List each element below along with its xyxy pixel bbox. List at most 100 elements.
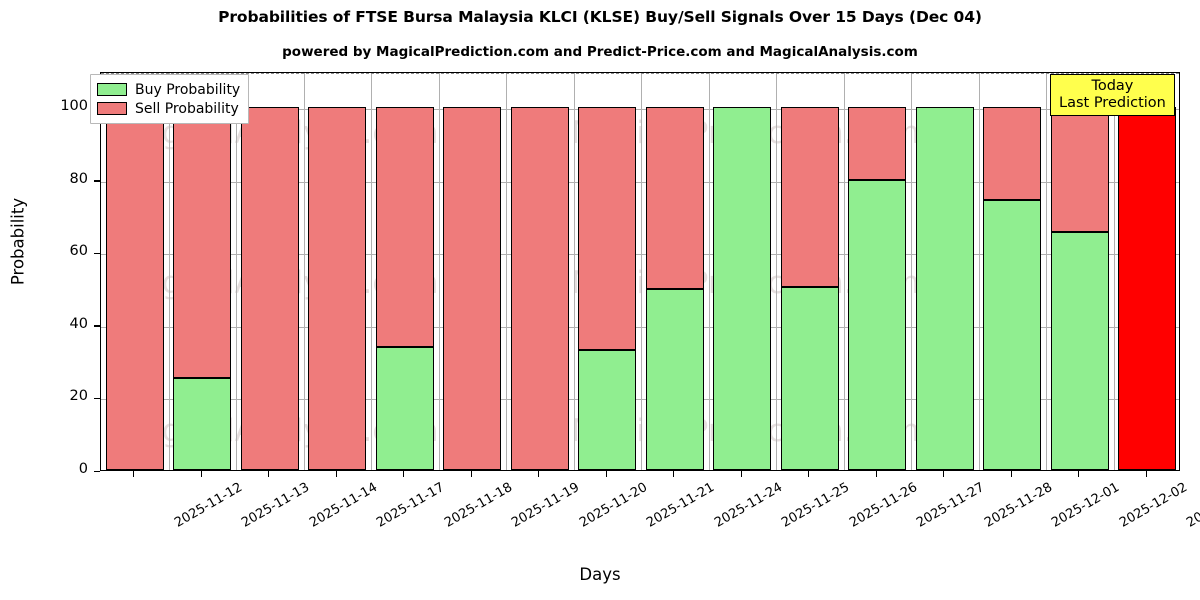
bar-group[interactable] xyxy=(780,73,839,470)
x-tick-mark xyxy=(403,471,405,477)
legend-item[interactable]: Sell Probability xyxy=(97,99,240,118)
bar-segment-buy[interactable] xyxy=(375,346,434,470)
x-tick-mark xyxy=(943,471,945,477)
y-axis-label: Probability xyxy=(8,197,28,286)
y-tick-mark xyxy=(94,180,100,182)
bar-segment-buy[interactable] xyxy=(578,350,637,470)
today-annotation: Today Last Prediction xyxy=(1050,74,1175,117)
gridline-vertical xyxy=(303,73,305,470)
bar-group[interactable] xyxy=(1118,73,1177,470)
today-line-2: Last Prediction xyxy=(1059,94,1166,111)
y-tick-mark xyxy=(94,397,100,400)
x-tick-mark xyxy=(470,471,472,477)
gridline-horizontal xyxy=(101,326,1179,328)
x-tick-mark xyxy=(605,471,607,477)
x-tick-mark xyxy=(1078,471,1080,477)
bar-group[interactable] xyxy=(848,73,907,470)
gridline-vertical xyxy=(236,73,237,470)
x-tick-label: 2025-12-02 xyxy=(1116,480,1190,531)
bar-group[interactable] xyxy=(173,73,232,470)
bar-group[interactable] xyxy=(240,73,299,470)
gridline-vertical xyxy=(776,73,777,470)
x-tick-label: 2025-11-17 xyxy=(374,480,448,531)
x-tick-label: 2025-11-18 xyxy=(441,480,515,531)
bar-group[interactable] xyxy=(578,73,637,470)
bar-segment-sell[interactable] xyxy=(308,107,367,470)
x-tick-mark xyxy=(538,471,540,477)
x-axis-label: Days xyxy=(579,565,621,584)
bar-segment-buy[interactable] xyxy=(713,107,772,470)
page-title: Probabilities of FTSE Bursa Malaysia KLC… xyxy=(218,8,982,26)
bar-segment-sell[interactable] xyxy=(375,107,434,347)
gridline-vertical xyxy=(843,73,845,470)
x-tick-mark xyxy=(1010,471,1012,477)
bar-segment-sell[interactable] xyxy=(1050,107,1109,233)
bar-segment-buy[interactable] xyxy=(173,377,232,470)
gridline-vertical xyxy=(708,73,710,470)
bar-group[interactable] xyxy=(713,73,772,470)
legend-swatch xyxy=(97,83,127,96)
bar-segment-sell[interactable] xyxy=(510,107,569,470)
x-tick-label: 2025-11-27 xyxy=(914,480,988,531)
x-tick-label: 2025-11-20 xyxy=(576,480,650,531)
bar-group[interactable] xyxy=(375,73,434,470)
y-tick-label: 40 xyxy=(69,315,88,332)
x-tick-label: 2025-11-19 xyxy=(509,480,583,531)
gridline-horizontal xyxy=(101,254,1179,256)
bar-group[interactable] xyxy=(645,73,704,470)
x-tick-mark xyxy=(335,471,337,477)
bar-segment-buy[interactable] xyxy=(983,199,1042,470)
x-tick-mark xyxy=(875,471,877,477)
x-tick-mark xyxy=(673,471,675,477)
x-tick-mark xyxy=(1145,471,1147,477)
bar-group[interactable] xyxy=(915,73,974,470)
bar-group[interactable] xyxy=(1050,73,1109,470)
y-tick-label: 80 xyxy=(69,170,88,187)
legend-label: Buy Probability xyxy=(135,81,241,98)
gridline-vertical xyxy=(168,73,170,470)
x-tick-mark xyxy=(740,471,742,477)
gridline-vertical xyxy=(438,73,440,470)
bar-group[interactable] xyxy=(983,73,1042,470)
bar-segment-sell[interactable] xyxy=(983,107,1042,200)
bar-segment-sell[interactable] xyxy=(645,107,704,289)
gridline-vertical xyxy=(641,73,642,470)
bar-group[interactable] xyxy=(510,73,569,470)
gridline-vertical xyxy=(1113,73,1115,470)
x-tick-label: 2025-11-28 xyxy=(981,480,1055,531)
legend-swatch xyxy=(97,102,127,115)
y-tick-label: 60 xyxy=(69,243,88,260)
x-tick-label: 2025-11-12 xyxy=(171,480,245,531)
bar-group[interactable] xyxy=(443,73,502,470)
x-tick-label: 2025-12-01 xyxy=(1049,480,1123,531)
gridline-vertical xyxy=(1046,73,1047,470)
gridline-vertical xyxy=(573,73,575,470)
chart-subtitle: powered by MagicalPrediction.com and Pre… xyxy=(282,44,918,60)
x-tick-mark xyxy=(133,471,135,477)
today-line-1: Today xyxy=(1091,78,1134,94)
gridline-horizontal xyxy=(101,181,1179,183)
x-tick-label: 2025-11-24 xyxy=(711,480,785,531)
bar-segment-sell[interactable] xyxy=(848,107,907,180)
x-tick-label: 2025-11-21 xyxy=(644,480,718,531)
bar-segment-sell[interactable] xyxy=(443,107,502,470)
bar-segment-sell[interactable] xyxy=(578,107,637,351)
bar-segment-buy[interactable] xyxy=(645,288,704,470)
bar-segment-buy[interactable] xyxy=(780,286,839,470)
bar-segment-sell[interactable] xyxy=(105,107,164,470)
bar-segment-buy[interactable] xyxy=(1050,232,1109,470)
bar-segment-sell[interactable] xyxy=(173,107,232,378)
x-tick-mark xyxy=(200,471,202,477)
legend-item[interactable]: Buy Probability xyxy=(97,80,240,99)
gridline-horizontal xyxy=(101,399,1179,401)
bar-segment-sell[interactable] xyxy=(780,107,839,287)
bar-segment-today[interactable] xyxy=(1118,107,1177,470)
y-tick-label: 20 xyxy=(69,388,88,405)
bar-segment-buy[interactable] xyxy=(848,179,907,470)
x-tick-label: 2025-11-26 xyxy=(846,480,920,531)
bar-group[interactable] xyxy=(105,73,164,470)
bar-segment-buy[interactable] xyxy=(915,107,974,470)
bar-group[interactable] xyxy=(308,73,367,470)
bar-segment-sell[interactable] xyxy=(240,107,299,470)
gridline-horizontal xyxy=(101,109,1179,111)
